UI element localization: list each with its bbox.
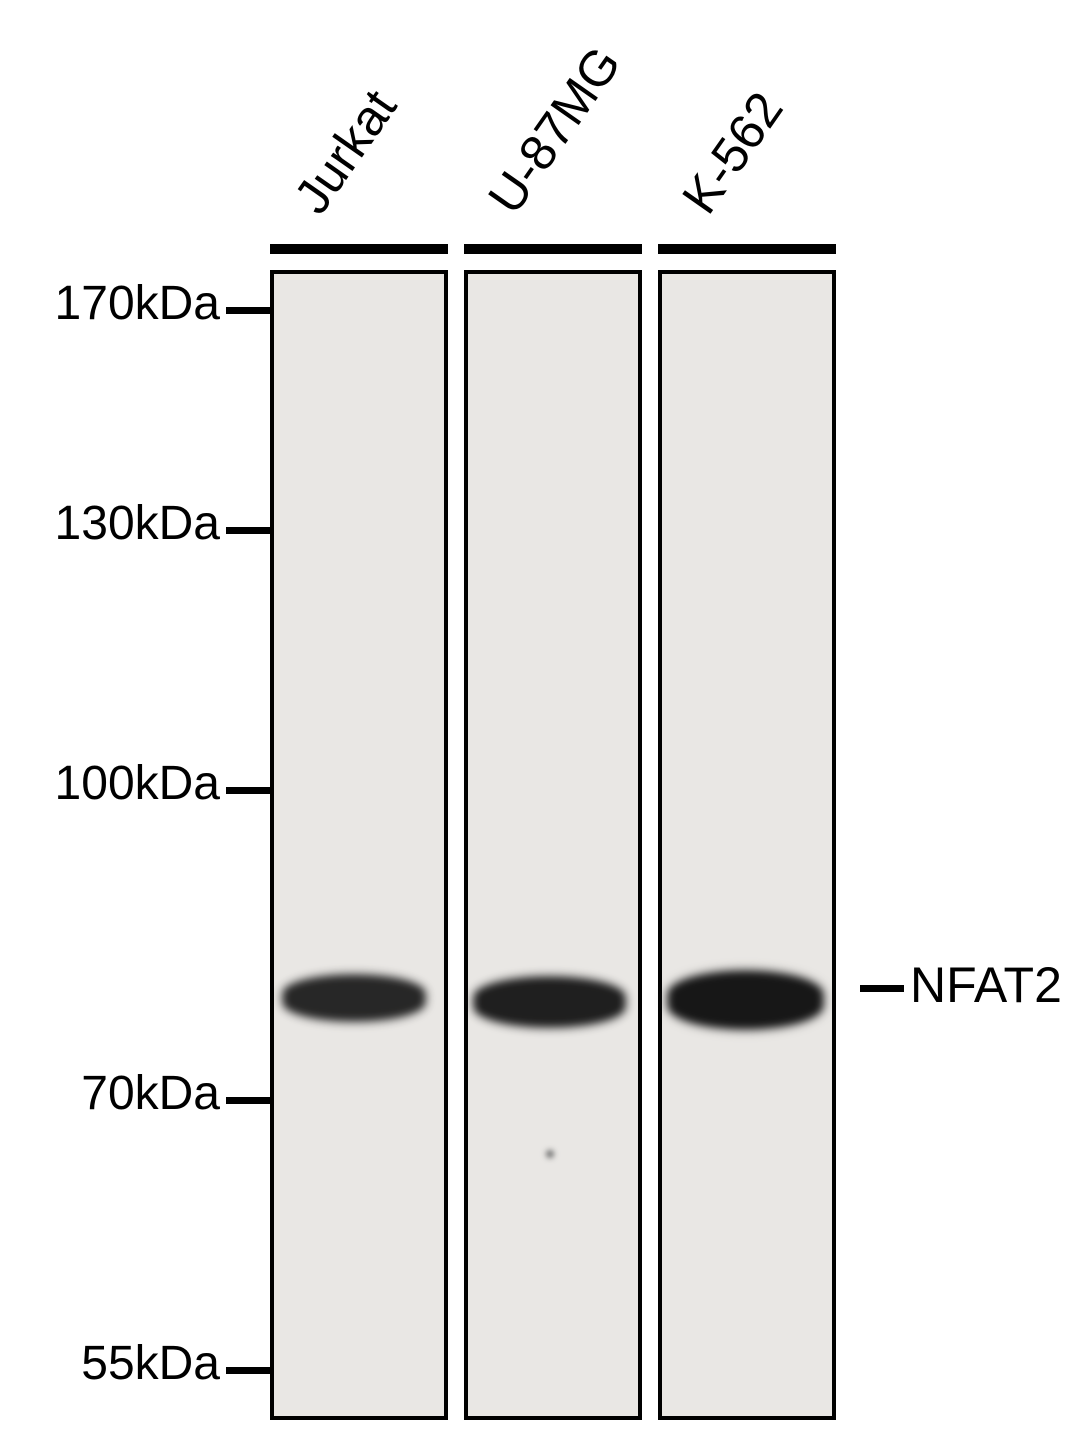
- mw-tick-1: [226, 527, 270, 534]
- western-blot-figure: Jurkat U-87MG K-562 170kDa 130kDa 100kDa…: [0, 0, 1080, 1436]
- band-lane-2: [669, 972, 822, 1028]
- artifact-0: [546, 1150, 554, 1158]
- mw-label-3: 70kDa: [81, 1066, 220, 1121]
- lane-underline-2: [658, 244, 836, 254]
- lane-0: [270, 270, 448, 1420]
- mw-label-4: 55kDa: [81, 1336, 220, 1391]
- mw-label-0: 170kDa: [55, 276, 220, 331]
- lane-underline-1: [464, 244, 642, 254]
- lane-label-0: Jurkat: [282, 79, 408, 224]
- lane-label-1: U-87MG: [476, 36, 632, 224]
- target-label: NFAT2: [910, 956, 1062, 1014]
- lane-1: [464, 270, 642, 1420]
- mw-label-2: 100kDa: [55, 756, 220, 811]
- mw-tick-2: [226, 787, 270, 794]
- mw-tick-3: [226, 1097, 270, 1104]
- lane-underline-0: [270, 244, 448, 254]
- target-tick: [860, 985, 904, 992]
- band-lane-0: [284, 976, 423, 1020]
- band-lane-1: [475, 978, 625, 1026]
- mw-label-1: 130kDa: [55, 496, 220, 551]
- lane-2: [658, 270, 836, 1420]
- lane-label-2: K-562: [670, 81, 794, 224]
- mw-tick-4: [226, 1367, 270, 1374]
- mw-tick-0: [226, 307, 270, 314]
